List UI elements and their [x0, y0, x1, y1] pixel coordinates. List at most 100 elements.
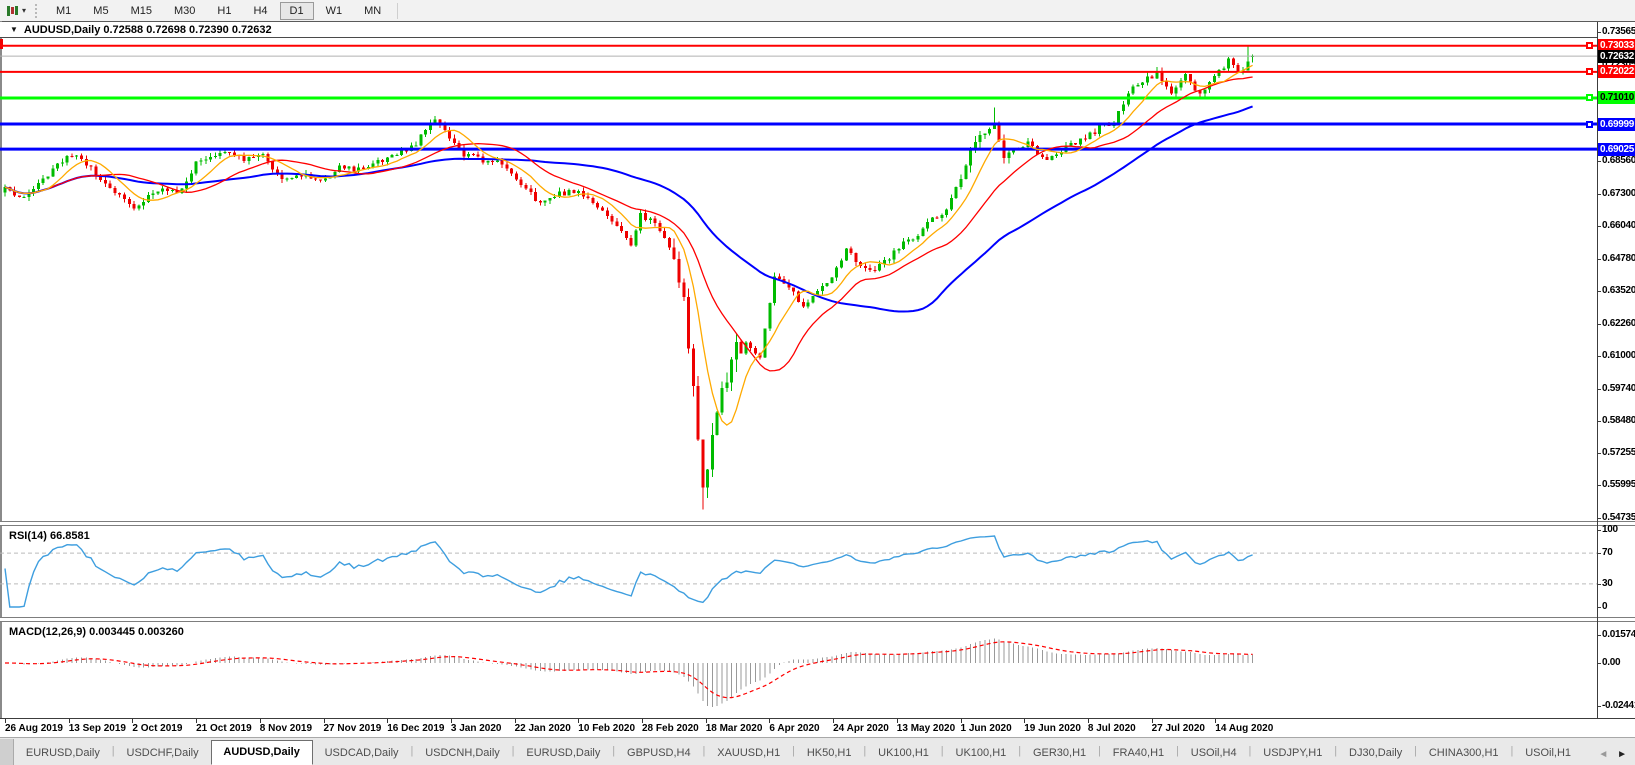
tab-HK50-H1[interactable]: HK50,H1	[806, 747, 852, 759]
tab-separator: |	[863, 745, 867, 757]
hline-handle-0.69999[interactable]	[1586, 120, 1593, 128]
tab-EURUSD-Daily[interactable]: EURUSD,Daily	[526, 747, 601, 759]
hline-handle-0.73033[interactable]	[1586, 42, 1593, 50]
price-tick-label: 0.59740	[1602, 382, 1635, 394]
price-tick-dash	[1597, 32, 1601, 33]
tab-UK100-H1[interactable]: UK100,H1	[955, 747, 1007, 759]
tab-GBPUSD-H4[interactable]: GBPUSD,H4	[627, 747, 691, 759]
price-tick-dash	[1597, 485, 1601, 487]
price-tick-label: 0.55995	[1602, 479, 1635, 491]
date-tick	[387, 719, 389, 723]
tab-DJ30-Daily[interactable]: DJ30,Daily	[1349, 747, 1403, 759]
tab-EURUSD-Daily[interactable]: EURUSD,Daily	[25, 747, 100, 759]
main-price-chart[interactable]	[0, 38, 1635, 521]
tab-separator: |	[1414, 745, 1417, 757]
ma-fast-line	[4, 64, 1253, 426]
tab-UK100-H1[interactable]: UK100,H1	[878, 747, 929, 759]
date-tick	[450, 719, 452, 723]
price-tick-label: 0.64780	[1602, 252, 1635, 264]
rsi-tick-label: 100	[1602, 524, 1618, 535]
macd-indicator-label: MACD(12,26,9) 0.003445 0.003260	[9, 626, 184, 638]
macd-signal-line	[5, 641, 1253, 699]
macd-tick-label: 0.01574	[1602, 628, 1635, 640]
tab-USOil-H4[interactable]: USOil,H4	[1190, 747, 1237, 759]
tab-USDCHF-Daily[interactable]: USDCHF,Daily	[126, 747, 199, 759]
current-price-label: 0.72632	[1598, 49, 1635, 63]
price-tick-label: 0.63520	[1602, 285, 1635, 297]
tab-GER30-H1[interactable]: GER30,H1	[1032, 747, 1087, 759]
date-label: 22 Jan 2020	[514, 723, 571, 734]
chart-bottom-border	[0, 718, 1635, 719]
timeframe-M5[interactable]: M5	[93, 4, 109, 17]
tab-USDJPY-H1[interactable]: USDJPY,H1	[1263, 747, 1323, 759]
timeframe-W1[interactable]: W1	[325, 4, 343, 17]
rsi-tick-dash	[1597, 553, 1601, 555]
timeframe-H4[interactable]: H4	[253, 4, 268, 17]
candle-glyph-down	[11, 7, 14, 14]
tab-separator: |	[612, 745, 616, 757]
chart-title-bar: ▼ AUDUSD,Daily 0.72588 0.72698 0.72390 0…	[0, 22, 1597, 38]
timeframe-H1[interactable]: H1	[217, 4, 232, 17]
panel-splitter[interactable]	[0, 617, 1635, 622]
tab-AUDUSD-Daily[interactable]: AUDUSD,Daily	[210, 740, 313, 765]
tab-scroll-right-icon[interactable]: ►	[1617, 749, 1627, 760]
hline-price-label-0.69999: 0.69999	[1598, 117, 1635, 131]
rsi-tick-dash	[1597, 583, 1601, 585]
candlestick-chart-icon[interactable]: ▾	[4, 5, 29, 17]
date-tick	[1151, 719, 1153, 723]
price-tick-dash	[1597, 518, 1601, 519]
chart-dropdown-icon[interactable]: ▼	[10, 25, 18, 34]
timeframe-M1[interactable]: M1	[56, 4, 72, 17]
date-tick	[960, 719, 962, 723]
date-label: 8 Nov 2019	[259, 723, 313, 734]
chevron-down-icon[interactable]: ▾	[22, 6, 27, 15]
date-label: 26 Aug 2019	[5, 723, 63, 734]
timeframe-M30[interactable]: M30	[173, 4, 196, 17]
date-label: 27 Jul 2020	[1151, 723, 1205, 734]
rsi-indicator-label: RSI(14) 66.8581	[9, 530, 90, 542]
timeframe-M15[interactable]: M15	[130, 4, 152, 17]
date-tick	[1215, 719, 1217, 723]
hline-handle-0.71010[interactable]	[1586, 94, 1593, 102]
macd-histogram	[9, 638, 1254, 707]
tab-USDCNH-Daily[interactable]: USDCNH,Daily	[425, 747, 500, 759]
price-tick-dash	[1597, 64, 1601, 66]
price-tick-dash	[1597, 258, 1601, 260]
price-tick-dash	[1597, 193, 1601, 195]
chart-window-border	[0, 21, 1635, 22]
price-tick-label: 0.67300	[1602, 187, 1635, 199]
tab-USOil-H1[interactable]: USOil,H1	[1525, 747, 1572, 759]
date-label: 6 Apr 2020	[769, 723, 820, 734]
rsi-tick-dash	[1597, 607, 1601, 608]
macd-panel[interactable]	[0, 620, 1635, 718]
horizontal-lines-layer	[0, 44, 1597, 151]
date-tick	[514, 719, 516, 723]
toolbar-grip[interactable]	[35, 3, 38, 18]
date-tick	[705, 719, 707, 723]
date-label: 28 Feb 2020	[642, 723, 699, 734]
macd-tick-label: 0.00	[1602, 657, 1621, 668]
chart-tab-bar: EURUSD,Daily | USDCHF,Daily AUDUSD,Daily USD…	[0, 737, 1635, 765]
hline-price-label-0.71010: 0.71010	[1598, 91, 1635, 105]
timeframe-MN[interactable]: MN	[364, 4, 382, 17]
date-tick	[323, 719, 325, 723]
panel-splitter[interactable]	[0, 521, 1635, 526]
hline-handle-0.72022[interactable]	[1586, 68, 1593, 76]
tab-CHINA300-H1[interactable]: CHINA300,H1	[1428, 747, 1499, 759]
candle-glyph-up2	[15, 6, 18, 15]
date-label: 24 Apr 2020	[833, 723, 889, 734]
rsi-panel[interactable]	[0, 524, 1635, 617]
price-tick-dash	[1597, 323, 1601, 325]
left-edge-line-marker	[0, 39, 3, 49]
tab-separator: |	[111, 745, 115, 757]
hline-price-label-0.73033: 0.73033	[1598, 39, 1635, 53]
rsi-tick-label: 30	[1602, 577, 1613, 589]
date-label: 3 Jan 2020	[450, 723, 502, 734]
tab-XAUUSD-H1[interactable]: XAUUSD,H1	[717, 747, 781, 759]
tab-scroll-left-icon[interactable]: ◄	[1598, 749, 1609, 760]
date-tick	[68, 719, 70, 723]
tab-USDCAD-Daily[interactable]: USDCAD,Daily	[324, 747, 399, 759]
tab-FRA40-H1[interactable]: FRA40,H1	[1112, 747, 1165, 759]
timeframe-D1[interactable]: D1	[279, 1, 314, 20]
chart-title-ohlc: AUDUSD,Daily 0.72588 0.72698 0.72390 0.7…	[23, 23, 272, 36]
